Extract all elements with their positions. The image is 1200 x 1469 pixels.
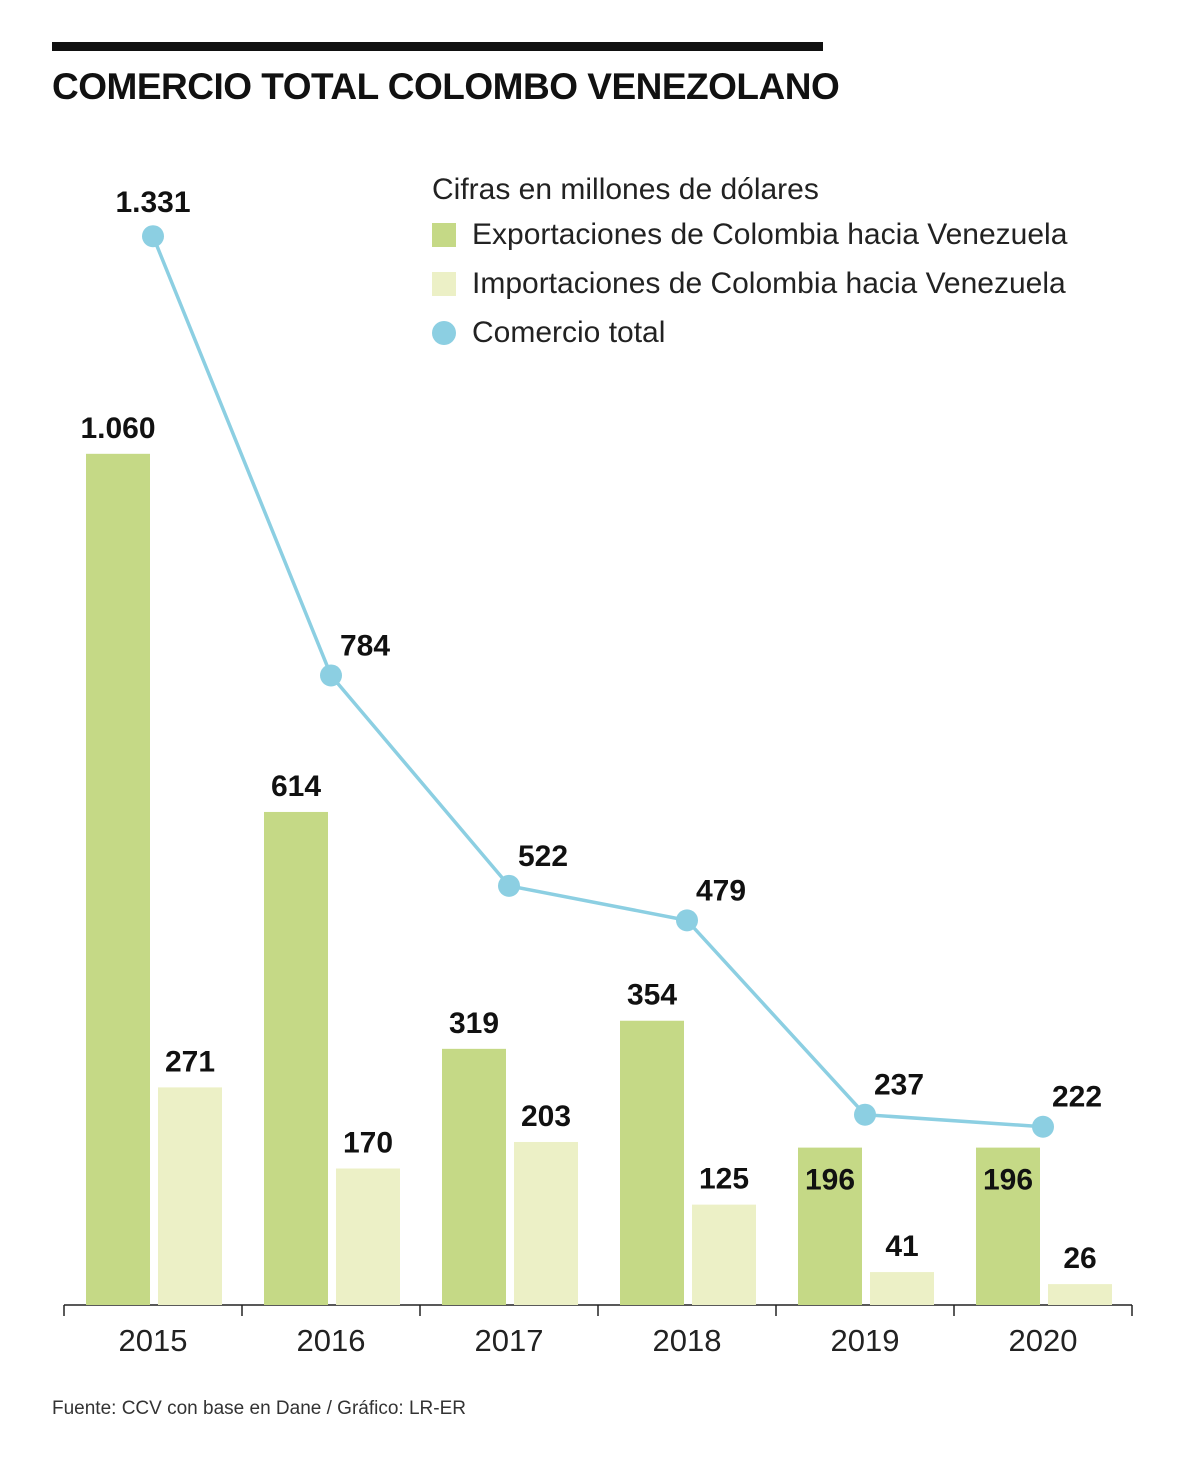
- legend-item-total: Comercio total: [432, 308, 1067, 357]
- bar-imports-2017: [514, 1141, 578, 1305]
- point-total-2017: [498, 874, 520, 897]
- legend-subtitle: Cifras en millones de dólares: [432, 173, 819, 206]
- legend-label-total: Comercio total: [472, 315, 666, 349]
- x-tick-label-2019: 2019: [831, 1323, 900, 1358]
- x-tick-label-2016: 2016: [297, 1323, 366, 1358]
- bar-exports-2017: [442, 1048, 506, 1305]
- data-label-total-2018: 479: [696, 874, 746, 907]
- legend-item-imports: Importaciones de Colombia hacia Venezuel…: [432, 259, 1067, 308]
- bar-imports-2016: [336, 1168, 400, 1305]
- legend-label-imports: Importaciones de Colombia hacia Venezuel…: [472, 266, 1066, 300]
- legend-item-exports: Exportaciones de Colombia hacia Venezuel…: [432, 210, 1067, 259]
- data-label-exports-2017: 319: [449, 1007, 499, 1040]
- bar-imports-2018: [692, 1204, 756, 1305]
- title-rule: [52, 42, 823, 51]
- point-total-2019: [854, 1103, 876, 1126]
- data-label-imports-2017: 203: [521, 1100, 571, 1133]
- data-label-imports-2020: 26: [1063, 1242, 1096, 1275]
- bar-imports-2020: [1048, 1284, 1112, 1305]
- bar-imports-2015: [158, 1087, 222, 1305]
- legend-swatch-total: [432, 320, 456, 345]
- chart-title: COMERCIO TOTAL COLOMBO VENEZOLANO: [52, 66, 840, 107]
- data-label-imports-2019: 41: [885, 1230, 918, 1263]
- point-total-2015: [142, 225, 164, 248]
- bar-exports-2019: [798, 1147, 862, 1305]
- x-tick-label-2018: 2018: [653, 1323, 722, 1358]
- point-total-2018: [676, 909, 698, 932]
- data-label-exports-2018: 354: [627, 979, 677, 1012]
- data-label-exports-2020: 196: [983, 1164, 1033, 1197]
- line-total: [151, 235, 1044, 1129]
- data-label-exports-2015: 1.060: [80, 412, 155, 445]
- data-label-total-2016: 784: [340, 629, 390, 662]
- point-total-2016: [320, 664, 342, 687]
- bar-exports-2018: [620, 1020, 684, 1305]
- bar-imports-2019: [870, 1272, 934, 1305]
- x-tick-label-2015: 2015: [119, 1323, 188, 1358]
- data-label-total-2017: 522: [518, 840, 568, 873]
- data-label-total-2019: 237: [874, 1069, 924, 1102]
- legend-label-exports: Exportaciones de Colombia hacia Venezuel…: [472, 217, 1068, 251]
- data-label-imports-2018: 125: [699, 1163, 749, 1196]
- bar-exports-2016: [264, 811, 328, 1305]
- bar-exports-2020: [976, 1147, 1040, 1305]
- data-label-total-2020: 222: [1052, 1081, 1102, 1114]
- data-label-exports-2019: 196: [805, 1164, 855, 1197]
- legend-swatch-exports: [432, 222, 456, 247]
- data-label-total-2015: 1.331: [115, 186, 190, 219]
- legend-swatch-imports: [432, 271, 456, 296]
- x-tick-label-2020: 2020: [1009, 1323, 1078, 1358]
- data-label-imports-2015: 271: [165, 1045, 215, 1078]
- legend: Cifras en millones de dólares Exportacio…: [432, 170, 1067, 357]
- data-label-exports-2016: 614: [271, 770, 321, 803]
- point-total-2020: [1032, 1115, 1054, 1138]
- data-label-imports-2016: 170: [343, 1126, 393, 1159]
- bar-exports-2015: [86, 453, 150, 1305]
- source-note: Fuente: CCV con base en Dane / Gráfico: …: [52, 1398, 466, 1419]
- x-tick-label-2017: 2017: [475, 1323, 544, 1358]
